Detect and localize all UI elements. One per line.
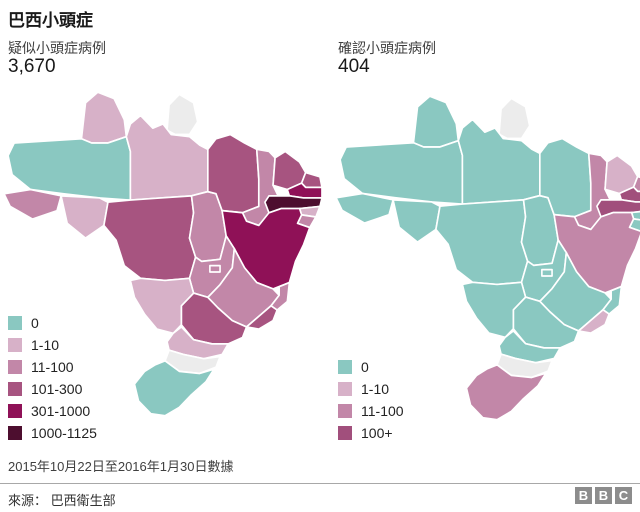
legend-row: 1-10 bbox=[8, 338, 97, 352]
legend-swatch bbox=[338, 360, 352, 374]
legend-row: 11-100 bbox=[8, 360, 97, 374]
legend-row: 101-300 bbox=[8, 382, 97, 396]
legend-row: 1000-1125 bbox=[8, 426, 97, 440]
map-suspected-cases bbox=[3, 91, 323, 417]
legend-row: 0 bbox=[8, 316, 97, 330]
legend-label: 301-1000 bbox=[31, 403, 91, 419]
legend-swatch bbox=[8, 382, 22, 396]
legend-label: 1-10 bbox=[361, 381, 390, 397]
legend-swatch bbox=[338, 426, 352, 440]
legend-label: 11-100 bbox=[31, 359, 74, 375]
legend-label: 1-10 bbox=[31, 337, 60, 353]
state-MT-suspected bbox=[103, 195, 197, 282]
state-AP-confirmed bbox=[498, 97, 531, 140]
legend-swatch bbox=[338, 404, 352, 418]
legend-swatch bbox=[338, 382, 352, 396]
legend-row: 1-10 bbox=[338, 382, 404, 396]
bbc-logo-block: B bbox=[575, 487, 592, 504]
suspected-map-subtitle: 疑似小頭症病例 bbox=[8, 40, 106, 56]
legend-label: 101-300 bbox=[31, 381, 83, 397]
state-RS-suspected bbox=[133, 359, 215, 417]
state-RS-confirmed bbox=[465, 363, 547, 421]
state-MT-confirmed bbox=[435, 199, 529, 286]
legend-label: 11-100 bbox=[361, 403, 404, 419]
state-MS-confirmed bbox=[461, 281, 527, 339]
legend-swatch bbox=[8, 316, 22, 330]
state-AC-suspected bbox=[3, 188, 62, 220]
source-credit: 來源： 巴西衛生部 bbox=[8, 493, 116, 508]
state-RJ-suspected bbox=[245, 304, 278, 330]
legend-label: 0 bbox=[31, 315, 39, 331]
state-PA-suspected bbox=[125, 114, 209, 201]
bbc-logo: B B C bbox=[572, 487, 632, 504]
legend-row: 11-100 bbox=[338, 404, 404, 418]
legend-label: 1000-1125 bbox=[31, 425, 97, 441]
legend-swatch bbox=[8, 338, 22, 352]
legend-swatch bbox=[8, 404, 22, 418]
map-confirmed-cases bbox=[335, 95, 640, 421]
footer-divider bbox=[0, 483, 640, 484]
state-AC-confirmed bbox=[335, 192, 394, 224]
legend-row: 100+ bbox=[338, 426, 404, 440]
confirmed-total-value: 404 bbox=[338, 56, 370, 77]
confirmed-map-subtitle: 確認小頭症病例 bbox=[338, 40, 436, 56]
state-RR-confirmed bbox=[412, 95, 460, 148]
legend-label: 100+ bbox=[361, 425, 393, 441]
bbc-logo-block: B bbox=[595, 487, 612, 504]
state-RO-confirmed bbox=[392, 199, 441, 243]
legend-confirmed: 0 1-10 11-100 100+ bbox=[338, 360, 404, 448]
legend-swatch bbox=[8, 426, 22, 440]
date-range-note: 2015年10月22日至2016年1月30日數據 bbox=[8, 459, 234, 474]
legend-swatch bbox=[8, 360, 22, 374]
state-DF-confirmed bbox=[541, 268, 553, 277]
suspected-total-value: 3,670 bbox=[8, 56, 56, 77]
legend-suspected: 0 1-10 11-100 101-300 301-1000 1000-1125 bbox=[8, 316, 97, 448]
state-RJ-confirmed bbox=[577, 308, 610, 334]
state-DF-suspected bbox=[209, 264, 221, 273]
legend-row: 301-1000 bbox=[8, 404, 97, 418]
state-RR-suspected bbox=[80, 91, 128, 144]
state-AP-suspected bbox=[166, 93, 199, 136]
page-title: 巴西小頭症 bbox=[8, 11, 93, 30]
state-MS-suspected bbox=[129, 277, 195, 335]
bbc-logo-block: C bbox=[615, 487, 632, 504]
state-RO-suspected bbox=[60, 195, 109, 239]
legend-row: 0 bbox=[338, 360, 404, 374]
state-PA-confirmed bbox=[457, 118, 541, 205]
legend-label: 0 bbox=[361, 359, 369, 375]
